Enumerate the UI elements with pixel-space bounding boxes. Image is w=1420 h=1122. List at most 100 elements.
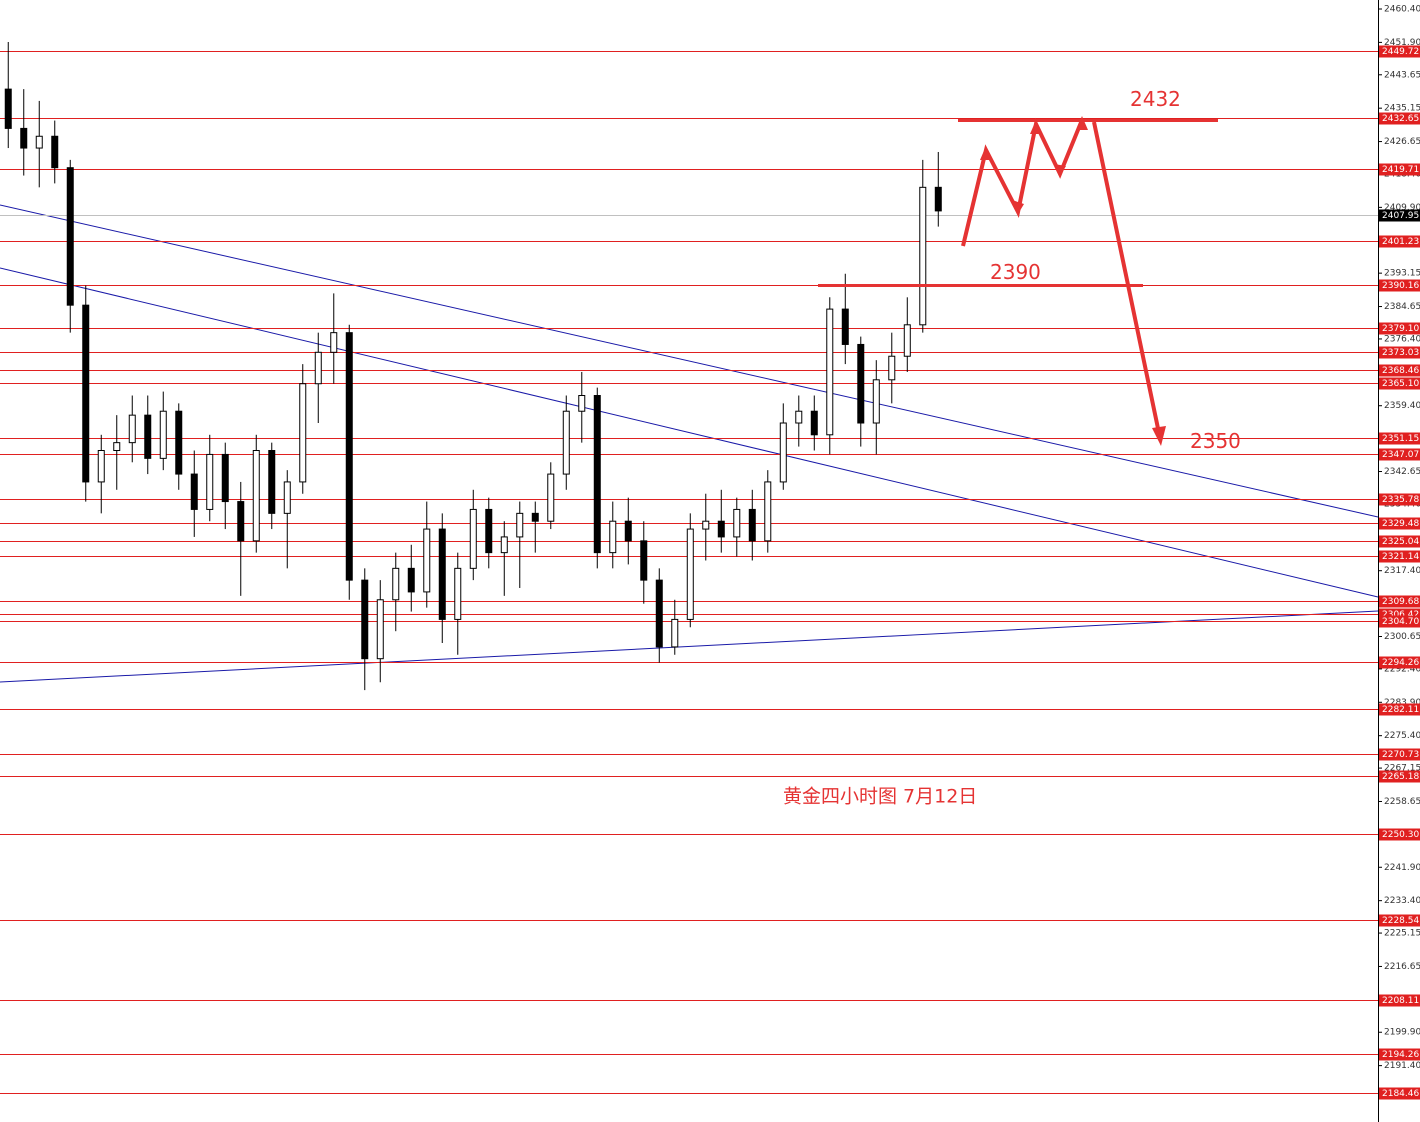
forecast-drop (1092, 121, 1162, 439)
candle-body (841, 308, 849, 345)
candle-body (919, 186, 927, 326)
candle-body (609, 520, 617, 554)
y-tick-label: 2216.65 (1384, 962, 1420, 972)
level-label: 2401.23 (1382, 237, 1419, 247)
candle-body (345, 332, 353, 581)
candle-body (237, 501, 245, 542)
level-label-box (1379, 748, 1420, 761)
candle-body (857, 343, 865, 424)
y-tick-label: 2241.90 (1384, 863, 1420, 873)
candle-body (206, 453, 214, 510)
level-label: 2294.26 (1382, 658, 1419, 668)
forecast-drop-head (1152, 426, 1166, 446)
y-tick-label: 2409.90 (1384, 203, 1420, 213)
candle-body (671, 618, 679, 648)
level-label: 2282.11 (1382, 705, 1419, 715)
level-label-box (1379, 615, 1420, 628)
level-label: 2379.10 (1382, 324, 1419, 334)
candle-body (655, 579, 663, 648)
y-tick-label: 2451.90 (1384, 38, 1420, 48)
candle-body (764, 481, 772, 542)
trendline (0, 204, 1379, 518)
level-label-box (1379, 112, 1420, 125)
candle-body (547, 473, 555, 522)
candle-body (485, 508, 493, 554)
level-label: 2194.26 (1382, 1050, 1419, 1060)
candle-body (531, 512, 539, 522)
level-label-box (1379, 550, 1420, 563)
level-label-box (1379, 703, 1420, 716)
level-label: 2351.15 (1382, 434, 1419, 444)
y-tick-label: 2292.40 (1384, 664, 1420, 674)
candle-body (888, 355, 896, 381)
candle-body (717, 520, 725, 538)
level-label-box (1379, 1087, 1420, 1100)
level-label-box (1379, 163, 1420, 176)
level-label-box (1379, 45, 1420, 58)
level-label: 2347.07 (1382, 450, 1419, 460)
trendline (0, 267, 1379, 598)
level-label: 2419.71 (1382, 165, 1419, 175)
y-tick-label: 2342.65 (1384, 467, 1420, 477)
caption: 黄金四小时图 7月12日 (783, 786, 977, 808)
level-label-box (1379, 235, 1420, 248)
level-label-box (1379, 770, 1420, 783)
candle-body (314, 351, 322, 385)
candle-body (82, 304, 90, 483)
y-tick-label: 2426.65 (1384, 137, 1420, 147)
level-label-box (1379, 377, 1420, 390)
y-tick-label: 2233.40 (1384, 896, 1420, 906)
current-price-label: 2407.95 (1382, 211, 1419, 221)
level-label: 2335.78 (1382, 495, 1419, 505)
candle-body (175, 410, 183, 475)
y-tick-label: 2283.90 (1384, 698, 1420, 708)
candle-body (748, 508, 756, 542)
candle-body (562, 410, 570, 475)
y-tick-label: 2267.15 (1384, 764, 1420, 774)
candle-body (66, 167, 74, 306)
level-label-box (1379, 535, 1420, 548)
level-label-box (1379, 656, 1420, 669)
level-label: 2390.16 (1382, 281, 1419, 291)
candle-body (826, 308, 834, 436)
y-tick-label: 2191.40 (1384, 1061, 1420, 1071)
candle-body (128, 414, 136, 444)
y-tick-label: 2376.40 (1384, 334, 1420, 344)
level-label-box (1379, 517, 1420, 530)
level-label: 2250.30 (1382, 830, 1419, 840)
candle-body (392, 567, 400, 601)
candle-body (252, 450, 260, 542)
level-label: 2228.54 (1382, 916, 1419, 926)
candle-body (283, 481, 291, 514)
forecast-zigzag (961, 117, 1084, 247)
candle-body (51, 135, 59, 169)
candle-body (35, 135, 43, 149)
y-tick-label: 2199.90 (1384, 1028, 1420, 1038)
candle-body (221, 453, 229, 503)
level-label: 2304.70 (1382, 617, 1419, 627)
candle-body (593, 395, 601, 554)
y-tick-label: 2300.65 (1384, 632, 1420, 642)
candle-body (779, 422, 787, 483)
candle-body (438, 528, 446, 620)
level-label: 2265.18 (1382, 772, 1419, 782)
candle-body (361, 579, 369, 660)
level-label-box (1379, 322, 1420, 335)
level-label: 2270.73 (1382, 750, 1419, 760)
candle-body (407, 567, 415, 593)
level-label-box (1379, 279, 1420, 292)
level-label: 2306.42 (1382, 610, 1419, 620)
candle-body (934, 186, 942, 212)
level-label-box (1379, 1048, 1420, 1061)
level-label-box (1379, 914, 1420, 927)
candle-body (423, 528, 431, 593)
level-label-box (1379, 595, 1420, 608)
plot: 2460.402451.902443.652435.152426.652418.… (0, 4, 1420, 1100)
candle-body (686, 528, 694, 620)
level-label-box (1379, 994, 1420, 1007)
annotation-label: 2432 (1130, 87, 1181, 111)
level-label: 2208.11 (1382, 996, 1419, 1006)
candle-body (500, 536, 508, 554)
